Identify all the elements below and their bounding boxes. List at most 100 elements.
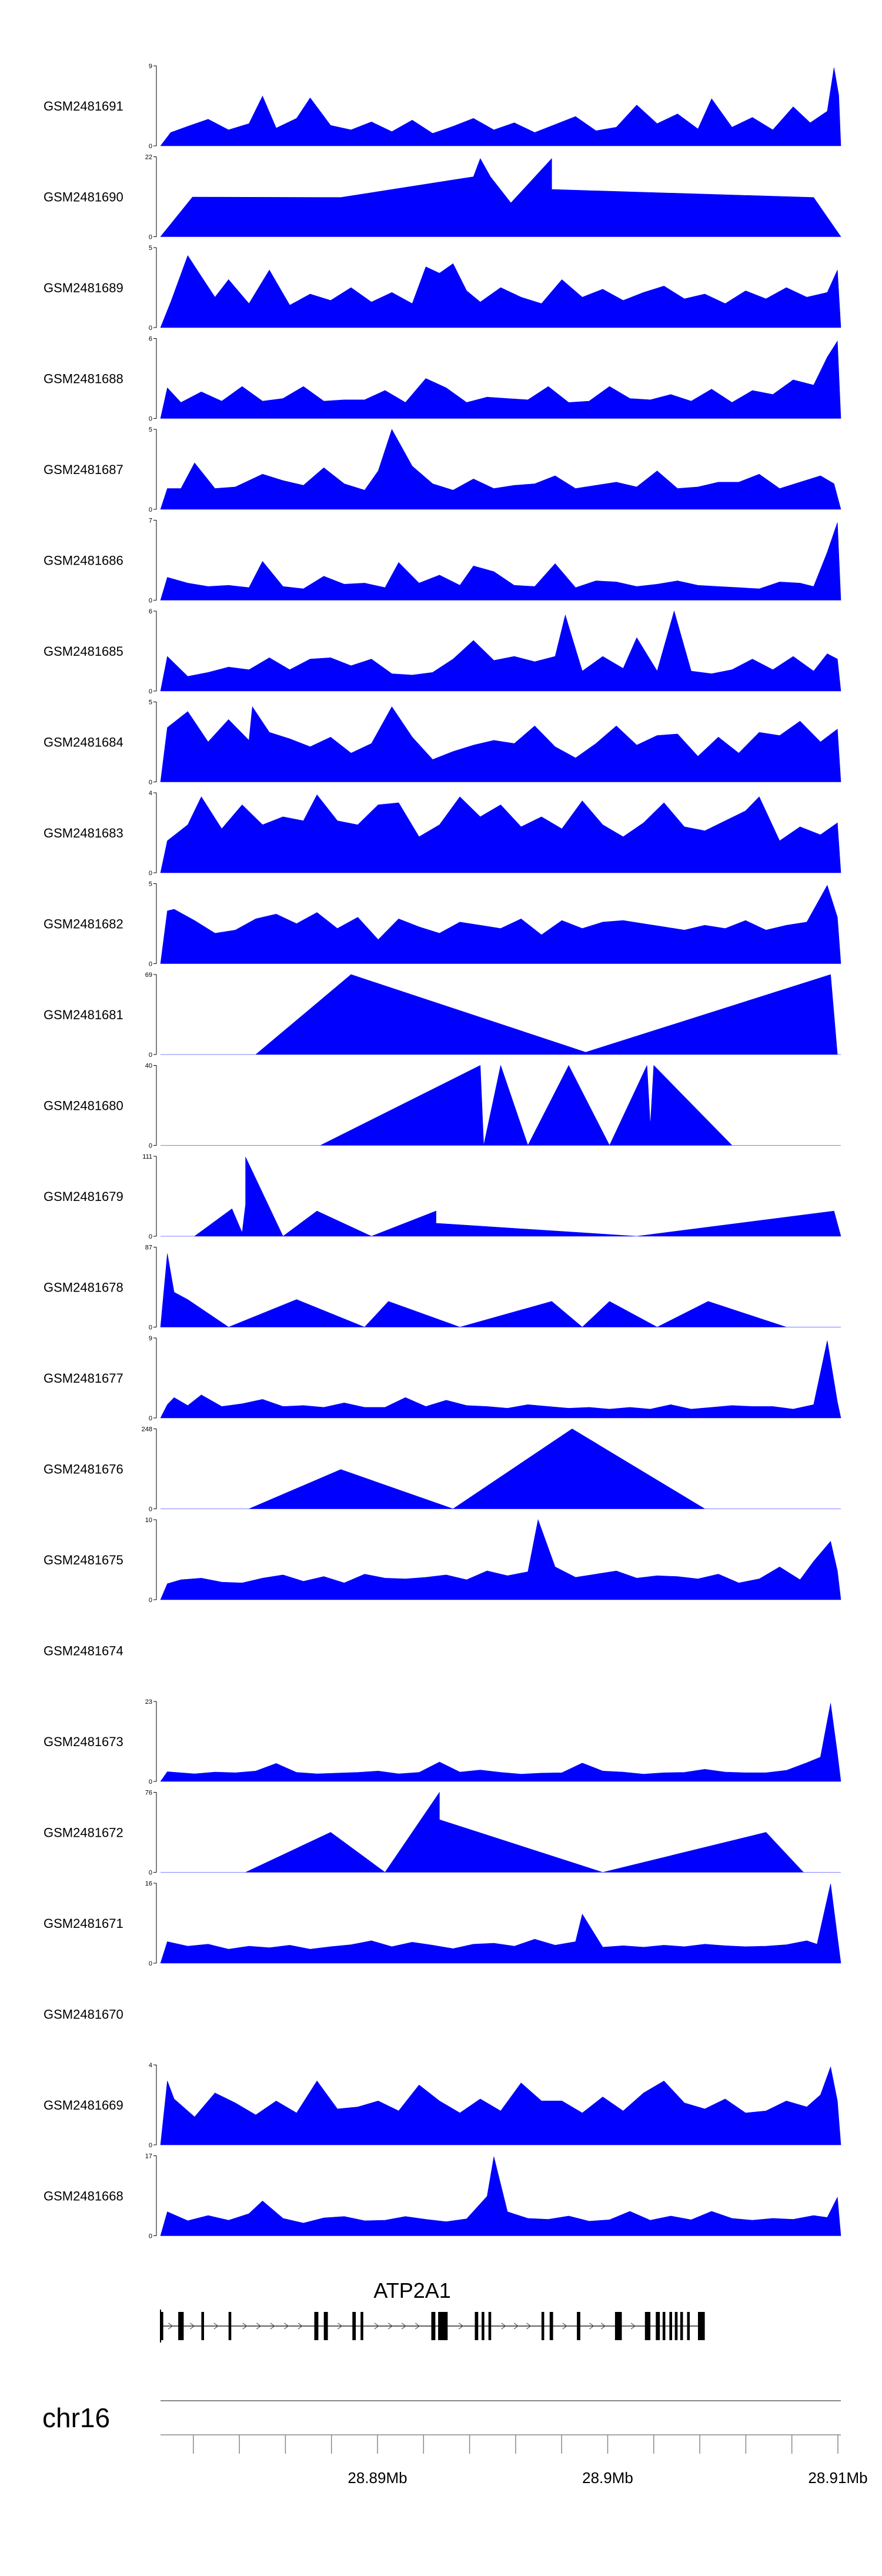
gene-exon [687,2312,690,2340]
track-label: GSM2481668 [44,2189,123,2204]
track-GSM2481686: GSM2481686 7 0 [44,518,841,605]
gene-exon [680,2312,683,2340]
y-axis-min-label: 0 [149,961,152,968]
track-label: GSM2481683 [44,826,123,840]
y-axis-min-label: 0 [149,2142,152,2149]
coverage-area [160,341,841,419]
gene-exon [541,2312,544,2340]
y-axis-min-label: 0 [149,688,152,695]
track-label: GSM2481673 [44,1734,123,1749]
strand-arrow [168,2323,173,2330]
track-GSM2481683: GSM2481683 4 0 [44,790,841,877]
track-GSM2481689: GSM2481689 5 0 [44,245,841,332]
y-axis-min-label: 0 [149,870,152,877]
track-label: GSM2481679 [44,1189,123,1204]
track-label: GSM2481691 [44,99,123,114]
track-label: GSM2481671 [44,1916,123,1931]
coverage-area [160,1253,841,1327]
strand-arrow [270,2323,275,2330]
gene-exon [698,2312,705,2340]
coverage-area [160,255,841,328]
track-GSM2481678: GSM2481678 87 0 [44,1244,841,1332]
y-axis-min-label: 0 [149,1415,152,1422]
gene-exon [161,2312,163,2340]
y-axis-max-label: 76 [145,1790,152,1797]
y-axis-max-label: 9 [149,1335,152,1342]
y-axis-min-label: 0 [149,143,152,150]
gene-exon [431,2312,436,2340]
chromosome-label: chr16 [42,2403,110,2433]
track-GSM2481681: GSM2481681 69 0 [44,972,841,1059]
y-axis-min-label: 0 [149,1324,152,1332]
coverage-tracks: GSM248169190GSM2481690220GSM248168950GSM… [44,63,841,2240]
y-axis-min-label: 0 [149,1960,152,1967]
track-GSM2481675: GSM2481675 10 0 [44,1517,841,1604]
track-GSM2481680: GSM2481680 40 0 [44,1063,841,1150]
gene-exon [228,2312,232,2340]
coverage-area [161,1065,841,1146]
y-axis-max-label: 5 [149,245,152,252]
track-GSM2481688: GSM2481688 6 0 [44,336,841,423]
y-axis-min-label: 0 [149,2233,152,2240]
y-axis-max-label: 7 [149,518,152,525]
y-axis-min-label: 0 [149,598,152,605]
coverage-area [160,1703,841,1782]
gene-exon [201,2312,204,2340]
gene-exon [488,2312,492,2340]
genome-axis: chr16 28.89Mb 28.9Mb 28.91Mb [42,2400,868,2487]
track-label: GSM2481685 [44,644,123,659]
gene-exon [438,2312,448,2340]
y-axis-min-label: 0 [149,416,152,423]
y-axis-min-label: 0 [149,1506,152,1513]
track-label: GSM2481681 [44,1007,123,1022]
track-GSM2481687: GSM2481687 5 0 [44,426,841,513]
gene-exon [577,2312,580,2340]
strand-arrow [387,2323,393,2330]
track-label: GSM2481677 [44,1371,123,1386]
track-label: GSM2481690 [44,190,123,205]
track-label: GSM2481689 [44,281,123,295]
track-label: GSM2481669 [44,2098,123,2113]
track-GSM2481671: GSM2481671 16 0 [44,1880,841,1967]
y-axis-max-label: 40 [145,1063,152,1070]
x-axis-tick-label: 28.9Mb [582,2469,633,2487]
strand-arrow [630,2323,636,2330]
y-axis-min-label: 0 [149,506,152,513]
strand-arrow [213,2323,219,2330]
strand-arrow [459,2323,464,2330]
y-axis-max-label: 4 [149,2062,152,2069]
coverage-area [160,158,841,237]
strand-arrow [242,2323,248,2330]
track-GSM2481669: GSM2481669 4 0 [44,2062,841,2149]
strand-arrow [526,2323,532,2330]
track-label: GSM2481675 [44,1553,123,1567]
gene-label: ATP2A1 [373,2278,450,2303]
gene-exon [475,2312,479,2340]
y-axis-max-label: 6 [149,336,152,343]
track-GSM2481684: GSM2481684 5 0 [44,699,841,786]
coverage-area [160,794,841,873]
y-axis-max-label: 5 [149,426,152,433]
strand-arrow [338,2323,343,2330]
y-axis-max-label: 5 [149,699,152,706]
y-axis-max-label: 248 [142,1426,152,1433]
y-axis-max-label: 4 [149,790,152,797]
y-axis-min-label: 0 [149,1052,152,1059]
coverage-area [161,1791,841,1873]
y-axis-max-label: 16 [145,1880,152,1887]
gene-exon [314,2312,319,2340]
track-GSM2481677: GSM2481677 9 0 [44,1335,841,1422]
y-axis-min-label: 0 [149,1143,152,1150]
track-label: GSM2481686 [44,553,123,568]
y-axis-max-label: 111 [142,1153,152,1160]
gene-model-track: ATP2A1 [160,2278,705,2343]
gene-exon [178,2312,184,2340]
gene-exon [674,2312,678,2340]
y-axis-max-label: 10 [145,1517,152,1524]
coverage-area [160,610,841,692]
track-GSM2481674: GSM2481674 [44,1644,123,1659]
coverage-area [160,1883,841,1964]
strand-arrow [401,2323,407,2330]
coverage-area [161,1157,841,1237]
track-GSM2481668: GSM2481668 17 0 [44,2153,841,2240]
